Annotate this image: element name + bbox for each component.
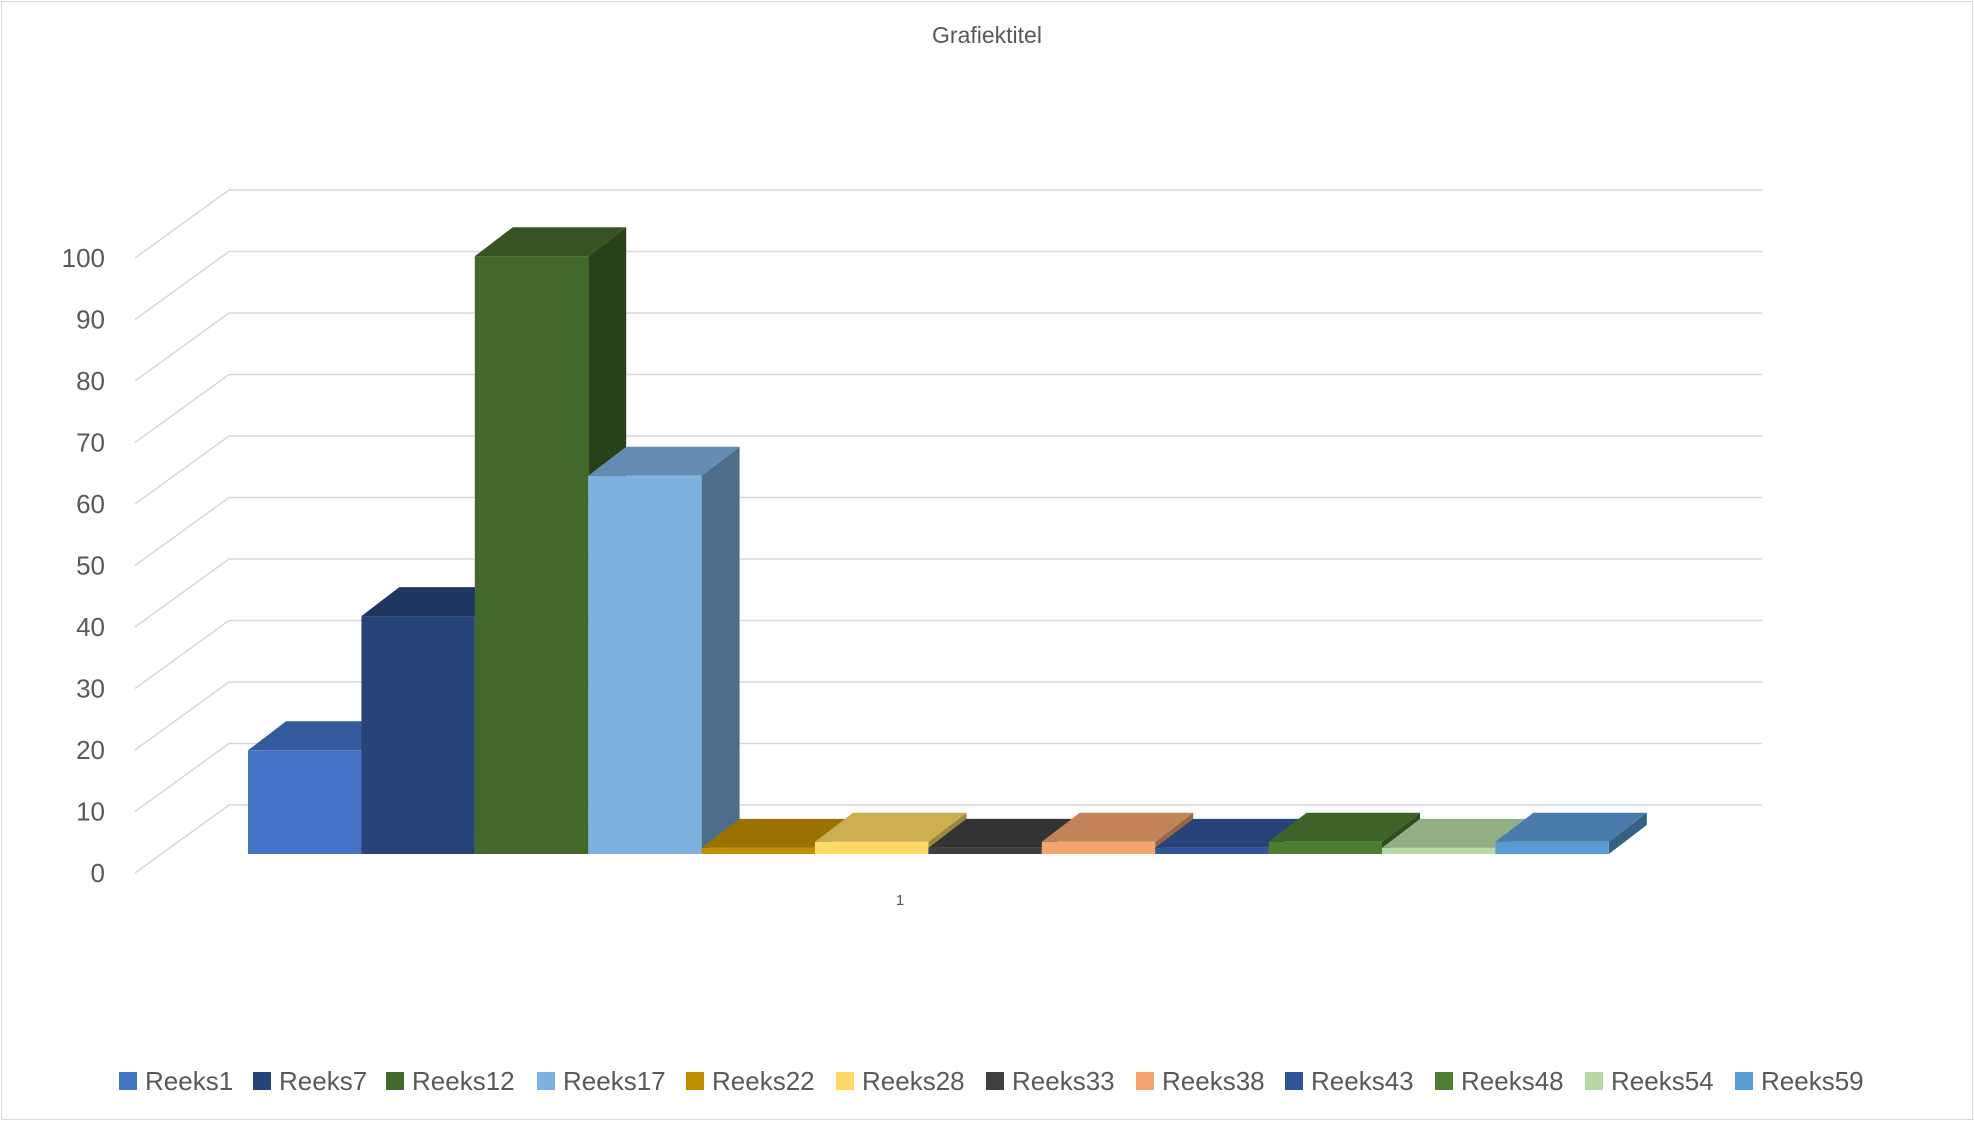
gridline-side [134, 496, 230, 567]
bar-front-face [474, 256, 589, 854]
legend-label: Reeks12 [412, 1066, 515, 1096]
gridline-side [134, 312, 230, 382]
y-tick-label: 30 [76, 674, 105, 704]
gridline-side [134, 250, 230, 321]
legend-swatch [1735, 1072, 1753, 1090]
y-tick-label: 60 [76, 489, 105, 519]
legend-label: Reeks17 [563, 1066, 666, 1096]
bar-front-face [1382, 847, 1496, 854]
y-tick-label: 40 [76, 612, 105, 642]
bar-front-face [1155, 847, 1269, 854]
x-tick-label: 1 [896, 892, 904, 909]
bars [248, 227, 1647, 854]
bar-front-face [815, 841, 929, 854]
legend-item-reeks48: Reeks48 [1435, 1066, 1564, 1096]
gridline-side [134, 373, 230, 444]
legend-item-reeks22: Reeks22 [686, 1066, 815, 1096]
gridline-side [134, 435, 230, 505]
legend-swatch [1285, 1072, 1303, 1090]
gridline-side [134, 681, 230, 751]
y-tick-label: 20 [76, 735, 105, 765]
y-tick-label: 50 [76, 551, 105, 581]
y-tick-label: 90 [76, 305, 105, 335]
bar-front-face [1041, 841, 1156, 854]
gridline-side [134, 558, 230, 628]
legend-item-reeks1: Reeks1 [119, 1066, 233, 1096]
legend-item-reeks28: Reeks28 [836, 1066, 965, 1096]
legend-label: Reeks43 [1311, 1066, 1414, 1096]
bar-top-face [588, 446, 740, 476]
bar-reeks17 [588, 446, 740, 854]
legend-label: Reeks33 [1012, 1066, 1115, 1096]
chart-title: Grafiektitel [932, 22, 1042, 48]
legend-swatch [1435, 1072, 1453, 1090]
y-tick-label: 10 [76, 797, 105, 827]
bar-top-face [1382, 818, 1534, 848]
legend-swatch [686, 1072, 704, 1090]
legend-item-reeks54: Reeks54 [1585, 1066, 1714, 1096]
legend-item-reeks12: Reeks12 [386, 1066, 515, 1096]
y-tick-label: 100 [62, 243, 105, 273]
bar-top-face [928, 818, 1080, 848]
legend: Reeks1 Reeks7 Reeks12 Reeks17 Reeks22 Reeks28… [119, 1066, 1864, 1096]
legend-item-reeks38: Reeks38 [1136, 1066, 1265, 1096]
bar-top-face [1268, 812, 1420, 842]
legend-label: Reeks22 [712, 1066, 815, 1096]
bar-top-face [474, 227, 627, 257]
legend-swatch [537, 1072, 555, 1090]
legend-item-reeks7: Reeks7 [253, 1066, 367, 1096]
bar-top-face [815, 812, 967, 842]
legend-swatch [119, 1072, 137, 1090]
bar-front-face [588, 475, 702, 854]
gridline-side [134, 804, 230, 874]
bar-top-face [1155, 818, 1307, 848]
legend-swatch [1585, 1072, 1603, 1090]
gridline-side [134, 189, 230, 259]
legend-item-reeks43: Reeks43 [1285, 1066, 1414, 1096]
legend-label: Reeks7 [279, 1066, 367, 1096]
legend-swatch [986, 1072, 1004, 1090]
legend-label: Reeks28 [862, 1066, 965, 1096]
bar-reeks59 [1495, 812, 1647, 854]
legend-label: Reeks1 [145, 1066, 233, 1096]
bar-top-face [1495, 812, 1647, 842]
bar-front-face [1495, 841, 1609, 854]
bar-front-face [928, 847, 1042, 854]
y-axis-ticks: 0 10 20 30 40 50 60 70 80 90 100 [62, 243, 105, 888]
legend-label: Reeks59 [1761, 1066, 1864, 1096]
bar-top-face [701, 818, 853, 848]
bar-side-face [701, 446, 740, 854]
bar-front-face [361, 616, 475, 854]
y-tick-label: 80 [76, 366, 105, 396]
legend-swatch [836, 1072, 854, 1090]
bar-side-face [1608, 812, 1647, 854]
bar-front-face [248, 750, 362, 854]
bar-front-face [1268, 841, 1382, 854]
legend-swatch [1136, 1072, 1154, 1090]
legend-label: Reeks38 [1162, 1066, 1265, 1096]
bar-top-face [1041, 812, 1194, 842]
bar-reeks28 [815, 812, 967, 854]
legend-item-reeks17: Reeks17 [537, 1066, 666, 1096]
bar-front-face [701, 847, 815, 854]
legend-label: Reeks48 [1461, 1066, 1564, 1096]
legend-item-reeks33: Reeks33 [986, 1066, 1115, 1096]
legend-swatch [386, 1072, 404, 1090]
gridline-side [134, 619, 230, 690]
legend-swatch [253, 1072, 271, 1090]
y-tick-label: 0 [91, 858, 105, 888]
legend-item-reeks59: Reeks59 [1735, 1066, 1864, 1096]
y-tick-label: 70 [76, 428, 105, 458]
legend-label: Reeks54 [1611, 1066, 1714, 1096]
gridline-side [134, 742, 230, 813]
